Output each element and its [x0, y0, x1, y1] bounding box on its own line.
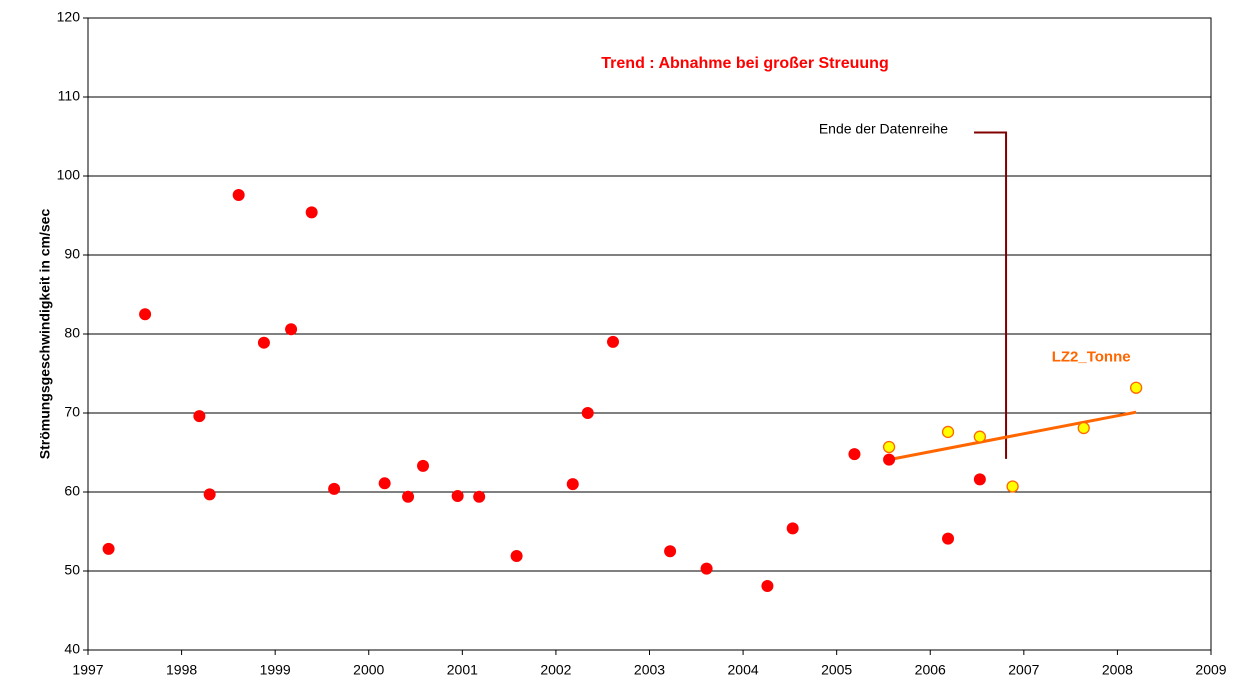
point	[305, 206, 318, 219]
point	[417, 459, 430, 472]
point	[328, 482, 341, 495]
x-tick-label: 2000	[353, 662, 384, 678]
trend-line	[888, 410, 1137, 462]
point	[607, 335, 620, 348]
y-tick-label: 120	[57, 9, 81, 25]
point	[973, 430, 986, 443]
point	[203, 488, 216, 501]
point	[786, 522, 799, 535]
point	[664, 545, 677, 558]
x-tick-label: 2005	[821, 662, 852, 678]
chart-title: Trend : Abnahme bei großer Streuung	[601, 55, 888, 72]
x-tick-label: 1998	[166, 662, 197, 678]
point	[761, 580, 774, 593]
point	[1077, 421, 1090, 435]
point	[700, 562, 713, 575]
point	[510, 549, 523, 562]
point	[193, 410, 206, 423]
series-label: LZ2_Tonne	[1052, 349, 1131, 366]
y-tick-label: 70	[64, 404, 80, 420]
x-tick-label: 2007	[1008, 662, 1039, 678]
y-tick-label: 60	[64, 483, 80, 499]
point	[257, 336, 270, 349]
plot-frame	[87, 17, 1212, 651]
point	[285, 323, 298, 336]
point	[1129, 381, 1143, 394]
point	[566, 478, 579, 491]
point	[473, 490, 486, 503]
x-tick-label: 2002	[540, 662, 571, 678]
y-tick-label: 40	[64, 641, 80, 657]
point	[581, 407, 594, 419]
y-tick-label: 100	[57, 167, 81, 183]
point	[882, 440, 896, 454]
y-tick-label: 90	[64, 246, 80, 262]
y-tick-label: 50	[64, 562, 80, 578]
annotation: Ende der Datenreihe	[819, 120, 948, 136]
x-tick-label: 2006	[915, 662, 946, 678]
x-tick-label: 2008	[1102, 662, 1133, 678]
point	[451, 489, 464, 502]
point	[941, 425, 955, 439]
point	[1006, 480, 1019, 493]
point	[942, 532, 955, 545]
x-tick-label: 1997	[72, 662, 103, 678]
point	[848, 448, 861, 461]
point	[378, 477, 391, 490]
point	[402, 490, 415, 503]
x-tick-label: 2001	[447, 662, 478, 678]
annotation-line	[974, 131, 1008, 459]
point	[883, 453, 896, 466]
x-tick-label: 2009	[1195, 662, 1226, 678]
x-tick-label: 2004	[728, 662, 759, 678]
y-axis-label: Strömungsgeschwindigkeit in cm/sec	[37, 209, 53, 460]
point	[102, 542, 115, 555]
x-tick-label: 1999	[260, 662, 291, 678]
point	[139, 308, 152, 321]
x-tick-label: 2003	[634, 662, 665, 678]
point	[973, 473, 986, 486]
point	[232, 188, 245, 201]
y-tick-label: 110	[58, 88, 81, 104]
y-tick-label: 80	[64, 325, 80, 341]
